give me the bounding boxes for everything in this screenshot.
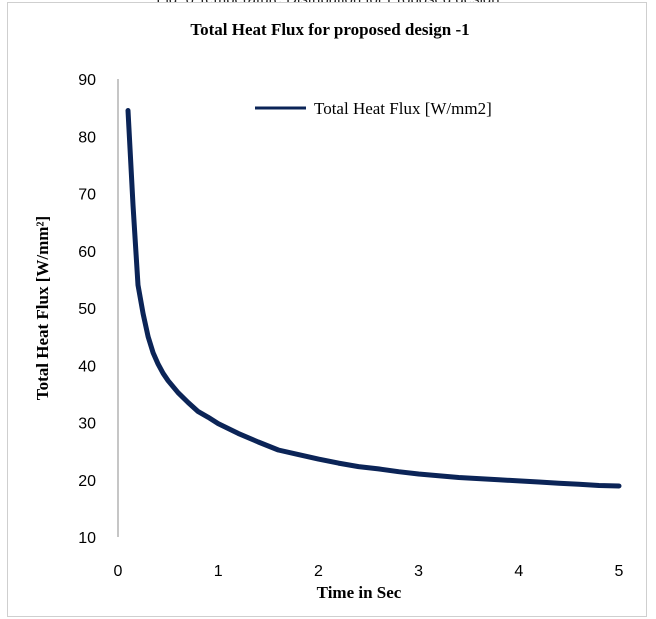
x-tick-label: 1 — [214, 563, 223, 580]
x-tick-label: 2 — [314, 563, 323, 580]
y-tick-label: 50 — [78, 301, 96, 318]
y-tick-label: 30 — [78, 416, 96, 433]
y-tick-label: 70 — [78, 187, 96, 204]
x-tick-labels: 0 1 2 3 4 5 — [114, 563, 624, 580]
x-tick-label: 4 — [514, 563, 523, 580]
legend-label: Total Heat Flux [W/mm2] — [314, 99, 492, 118]
y-tick-label: 20 — [78, 473, 96, 490]
y-tick-label: 10 — [78, 530, 96, 547]
y-axis-label: Total Heat Flux [W/mm²] — [33, 216, 52, 400]
y-tick-label: 90 — [78, 72, 96, 89]
x-axis-label: Time in Sec — [317, 583, 402, 602]
x-tick-label: 3 — [414, 563, 423, 580]
chart-title: Total Heat Flux for proposed design -1 — [190, 20, 469, 39]
series-line — [125, 108, 622, 489]
y-tick-labels: 10 20 30 40 50 60 70 80 90 — [78, 72, 96, 547]
x-tick-label: 5 — [615, 563, 624, 580]
y-tick-label: 40 — [78, 358, 96, 375]
legend: Total Heat Flux [W/mm2] — [255, 99, 492, 118]
chart-frame — [7, 2, 647, 617]
x-tick-label: 0 — [114, 563, 123, 580]
series-layer — [125, 108, 622, 489]
y-tick-label: 80 — [78, 129, 96, 146]
y-tick-label: 60 — [78, 244, 96, 261]
